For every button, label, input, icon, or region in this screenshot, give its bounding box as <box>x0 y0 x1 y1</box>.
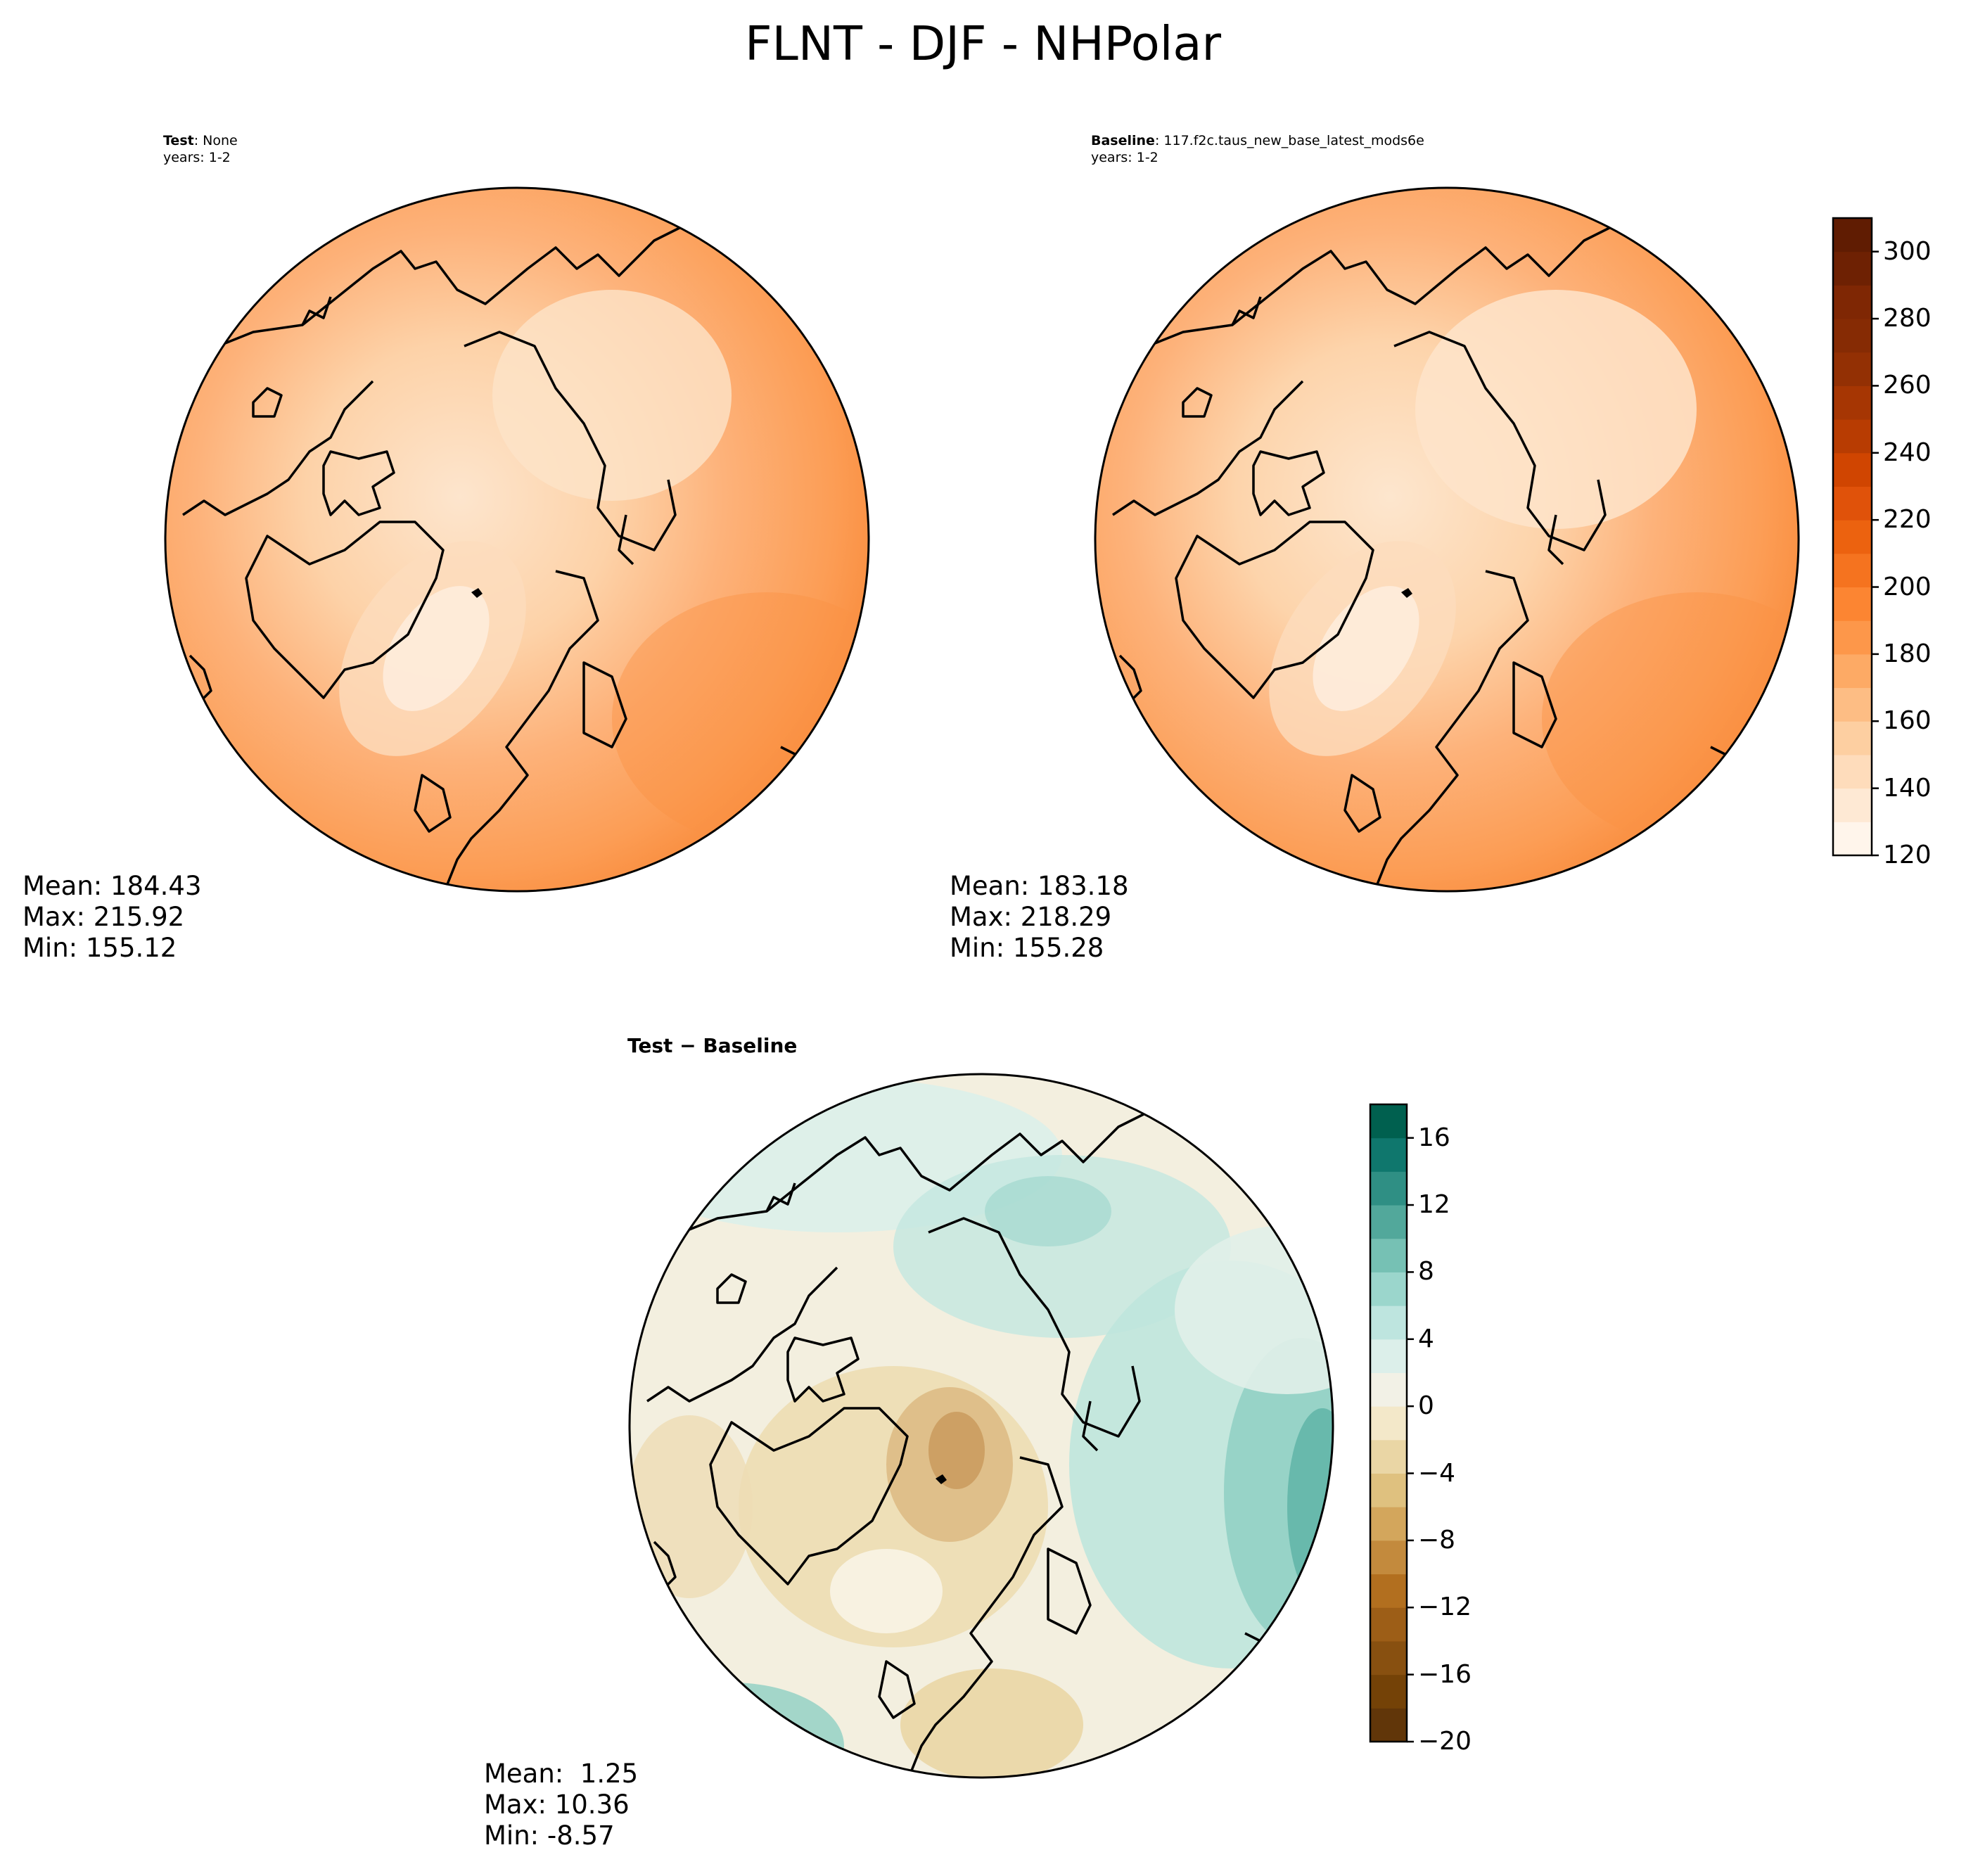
test-coastlines <box>182 188 824 891</box>
test-min: Min: 155.12 <box>23 933 177 963</box>
main-colorbar-band <box>1833 620 1872 655</box>
baseline-stats: Mean: 183.18 Max: 218.29 Min: 155.28 <box>950 871 1129 964</box>
diff-mean: Mean: 1.25 <box>484 1759 639 1789</box>
main-colorbar-band <box>1833 553 1872 588</box>
main-colorbar-tick-label: 140 <box>1883 773 1932 803</box>
test-polar-map <box>164 186 870 893</box>
main-colorbar-frame <box>1832 217 1873 857</box>
main-colorbar-tick-label: 260 <box>1883 371 1932 400</box>
test-panel-title: Test: None <box>163 133 238 148</box>
diff-min: Min: -8.57 <box>484 1820 615 1851</box>
diff-colorbar-band <box>1370 1607 1407 1642</box>
main-colorbar-band <box>1833 419 1872 454</box>
diff-colorbar-band <box>1370 1473 1407 1507</box>
main-colorbar-band <box>1833 754 1872 789</box>
main-colorbar-band <box>1833 285 1872 319</box>
diff-colorbar-band <box>1370 1137 1407 1172</box>
diff-colorbar-band <box>1370 1674 1407 1709</box>
main-colorbar-tick-label: 120 <box>1883 841 1932 869</box>
test-label: Test <box>163 133 194 148</box>
main-colorbar-tick-label: 160 <box>1883 706 1932 736</box>
diff-panel-title: Test − Baseline <box>627 1034 798 1057</box>
diff-colorbar-tick-label: −16 <box>1418 1659 1472 1689</box>
baseline-coastlines <box>1112 188 1754 891</box>
diff-colorbar-tick-label: −20 <box>1418 1727 1472 1756</box>
test-stats: Mean: 184.43 Max: 215.92 Min: 155.12 <box>23 871 202 964</box>
diff-colorbar-band <box>1370 1507 1407 1541</box>
diff-stats: Mean: 1.25 Max: 10.36 Min: -8.57 <box>484 1759 638 1851</box>
diff-colorbar-band <box>1370 1406 1407 1441</box>
main-colorbar-band <box>1833 218 1872 253</box>
baseline-label: Baseline <box>1091 133 1155 148</box>
diff-colorbar-tick-label: 8 <box>1418 1257 1434 1287</box>
diff-colorbar-tick-label: 4 <box>1418 1324 1434 1353</box>
diff-colorbar-band <box>1370 1439 1407 1474</box>
diff-colorbar-tick-label: −12 <box>1418 1593 1472 1622</box>
main-colorbar-tick-label: 300 <box>1883 236 1932 266</box>
main-colorbar-tick-label: 200 <box>1883 572 1932 601</box>
test-max: Max: 215.92 <box>23 902 185 932</box>
main-colorbar-band <box>1833 721 1872 755</box>
test-mean: Mean: 184.43 <box>23 871 202 901</box>
main-colorbar-band <box>1833 319 1872 353</box>
diff-colorbar-band <box>1370 1238 1407 1272</box>
diff-colorbar-tick-label: −8 <box>1418 1525 1456 1555</box>
diff-colorbar-band <box>1370 1205 1407 1239</box>
diff-colorbar-band <box>1370 1272 1407 1306</box>
diff-colorbar-band <box>1370 1540 1407 1575</box>
diff-colorbar-tick-label: 0 <box>1418 1391 1434 1421</box>
main-colorbar-band <box>1833 822 1872 856</box>
diff-colorbar-tick-label: 16 <box>1418 1123 1450 1152</box>
main-colorbar-tick-label: 240 <box>1883 438 1932 467</box>
main-colorbar-band <box>1833 653 1872 689</box>
diff-colorbar-band <box>1370 1171 1407 1206</box>
main-colorbar-band <box>1833 587 1872 621</box>
diff-colorbar-band <box>1370 1708 1407 1742</box>
main-colorbar-band <box>1833 687 1872 722</box>
baseline-name: 117.f2c.taus_new_base_latest_mods6e <box>1163 133 1424 148</box>
diff-colorbar-band <box>1370 1640 1407 1676</box>
diff-colorbar-band <box>1370 1339 1407 1373</box>
diff-colorbar-band <box>1370 1306 1407 1340</box>
test-name: None <box>203 133 238 148</box>
main-colorbar-band <box>1833 251 1872 286</box>
diff-colorbar <box>1369 1103 1414 1743</box>
test-years: years: 1-2 <box>163 150 231 165</box>
main-colorbar-band <box>1833 788 1872 822</box>
diff-colorbar-band <box>1370 1372 1407 1407</box>
main-colorbar-band <box>1833 452 1872 487</box>
baseline-max: Max: 218.29 <box>950 902 1112 932</box>
diff-colorbar-frame <box>1369 1103 1408 1743</box>
main-colorbar-tick-label: 280 <box>1883 304 1932 333</box>
figure-title: FLNT - DJF - NHPolar <box>744 16 1222 71</box>
diff-polar-map <box>628 1073 1334 1779</box>
main-colorbar-band <box>1833 486 1872 521</box>
diff-colorbar-band <box>1370 1574 1407 1608</box>
main-colorbar-band <box>1833 385 1872 420</box>
main-colorbar-tick-label: 220 <box>1883 505 1932 535</box>
diff-colorbar-band <box>1370 1104 1407 1139</box>
diff-colorbar-tick-label: −4 <box>1418 1458 1456 1488</box>
main-colorbar <box>1832 217 1879 857</box>
baseline-min: Min: 155.28 <box>950 933 1104 963</box>
baseline-years: years: 1-2 <box>1091 150 1158 165</box>
baseline-mean: Mean: 183.18 <box>950 871 1129 901</box>
diff-max: Max: 10.36 <box>484 1789 630 1820</box>
main-colorbar-band <box>1833 352 1872 386</box>
main-colorbar-tick-label: 180 <box>1883 639 1932 668</box>
baseline-polar-map <box>1094 186 1800 893</box>
diff-colorbar-tick-label: 12 <box>1418 1190 1450 1220</box>
baseline-panel-title: Baseline: 117.f2c.taus_new_base_latest_m… <box>1091 133 1424 148</box>
main-colorbar-band <box>1833 520 1872 554</box>
